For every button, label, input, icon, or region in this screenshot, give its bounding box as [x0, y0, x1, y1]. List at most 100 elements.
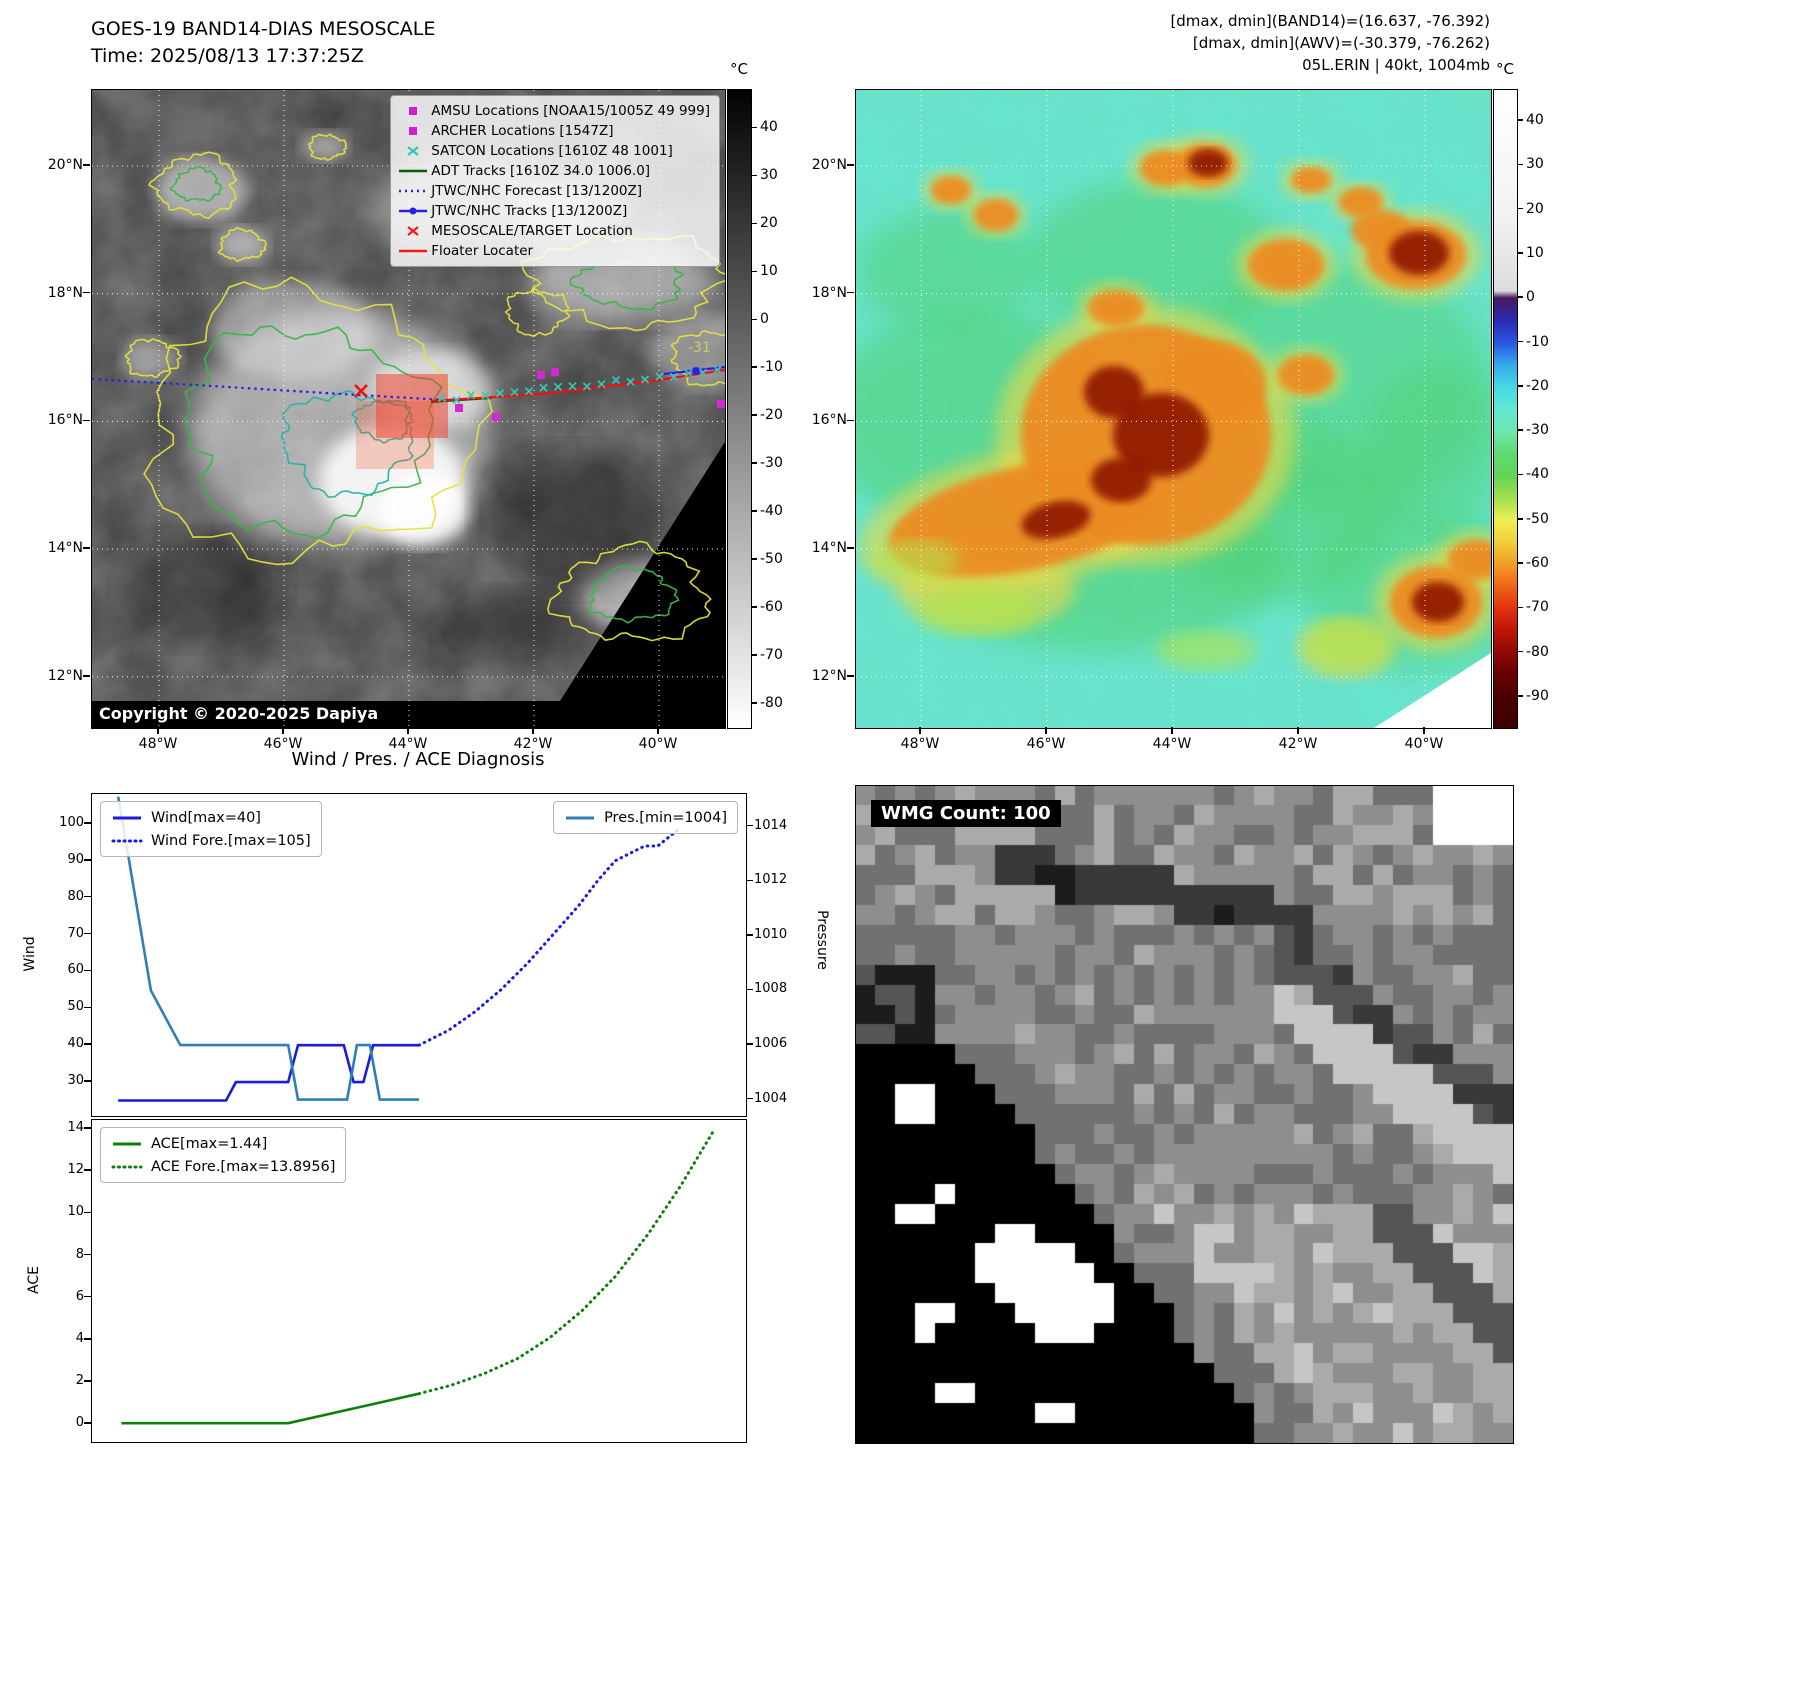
- y-tick-label: 30: [67, 1073, 84, 1089]
- track-overlays: [92, 365, 725, 469]
- legend-item: Floater Locater: [395, 241, 710, 261]
- legend-item: ADT Tracks [1610Z 34.0 1006.0]: [395, 161, 710, 181]
- colorbar-tick-label: -40: [1526, 466, 1549, 483]
- y-tick-label: 80: [67, 888, 84, 904]
- lat-tick-label: 16°N: [811, 412, 847, 429]
- ace-axis-label: ACE: [26, 1266, 42, 1294]
- tick-mark: [84, 932, 91, 935]
- y2-tick-label: 1008: [754, 981, 788, 997]
- chart-legend-item: Pres.[min=1004]: [564, 806, 727, 829]
- square-marker-icon: [409, 127, 418, 135]
- band14-legend: AMSU Locations [NOAA15/1005Z 49 999] ARCH…: [390, 95, 720, 267]
- colorbar-tick-label: -20: [1526, 377, 1549, 394]
- series-line: [121, 1392, 420, 1425]
- colorbar-tick-label: 10: [1526, 244, 1544, 261]
- tick-mark: [84, 1006, 91, 1009]
- lon-tick-label: 46°W: [1026, 736, 1066, 752]
- contour-value-annotation: -31: [688, 340, 711, 356]
- legend-item: JTWC/NHC Tracks [13/1200Z]: [395, 201, 710, 221]
- dmax-dmin-band14: [dmax, dmin](BAND14)=(16.637, -76.392): [1170, 12, 1490, 30]
- latlon-grid: [92, 90, 725, 728]
- tick-mark: [84, 969, 91, 972]
- chart-legend-item: Wind[max=40]: [111, 806, 311, 829]
- band14-header: GOES-19 BAND14-DIAS MESOSCALE Time: 2025…: [91, 16, 435, 70]
- pressure-legend: Pres.[min=1004]: [553, 801, 738, 834]
- series-line: [118, 1043, 419, 1102]
- colorbar-tick-label: -30: [1526, 422, 1549, 439]
- x-marker-icon: [407, 226, 419, 236]
- chart-legend-label: Wind[max=40]: [151, 809, 261, 826]
- dmax-dmin-awv: [dmax, dmin](AWV)=(-30.379, -76.262): [1192, 34, 1490, 52]
- tick-mark: [84, 859, 91, 861]
- y-tick-label: 70: [67, 925, 84, 941]
- legend-item: SATCON Locations [1610Z 48 1001]: [395, 141, 710, 161]
- wind-axis-label: Wind: [22, 936, 38, 972]
- awv-header: [dmax, dmin](BAND14)=(16.637, -76.392) […: [855, 10, 1490, 76]
- tick-mark: [84, 1211, 91, 1214]
- chart-legend-item: Wind Fore.[max=105]: [111, 829, 311, 852]
- y-tick-label: 60: [67, 962, 84, 978]
- tick-mark: [84, 1127, 91, 1129]
- y-tick-label: 50: [67, 999, 84, 1015]
- tick-mark: [83, 675, 90, 677]
- colorbar-tick-label: -50: [760, 551, 783, 568]
- tick-mark: [84, 1253, 91, 1256]
- y-tick-label: 12: [67, 1162, 84, 1178]
- lat-tick-label: 14°N: [811, 540, 847, 557]
- lat-tick-label: 20°N: [811, 157, 847, 173]
- tick-mark: [84, 1380, 91, 1382]
- storm-id-line: 05L.ERIN | 40kt, 1004mb: [1302, 56, 1490, 74]
- y-tick-label: 8: [75, 1246, 84, 1262]
- wmg-count-label: WMG Count: 100: [871, 800, 1061, 827]
- line-marker-icon: [399, 169, 428, 173]
- legend-item-label: AMSU Locations [NOAA15/1005Z 49 999]: [431, 103, 710, 119]
- enhanced-ir-map: [855, 89, 1492, 729]
- tick-mark: [746, 934, 753, 936]
- y2-tick-label: 1006: [754, 1036, 788, 1052]
- tick-mark: [84, 822, 91, 824]
- legend-item: MESOSCALE/TARGET Location: [395, 221, 710, 241]
- colorbar-tick-label: -10: [1526, 333, 1549, 350]
- wind-pressure-chart: Wind[max=40] Wind Fore.[max=105] Pres.[mi…: [91, 793, 747, 1117]
- line-marker-icon: [566, 816, 595, 819]
- tick-mark: [84, 1295, 91, 1298]
- dotted-line-marker-icon: [111, 1165, 143, 1168]
- legend-item: JTWC/NHC Forecast [13/1200Z]: [395, 181, 710, 201]
- tick-mark: [84, 1422, 91, 1424]
- line-marker-icon: [113, 1142, 141, 1145]
- lat-tick-label: 12°N: [811, 667, 847, 684]
- colorbar-tick-label: 0: [1526, 289, 1535, 306]
- ace-chart: ACE[max=1.44] ACE Fore.[max=13.8956]: [91, 1119, 747, 1443]
- colorbar-tick-label: -40: [760, 503, 783, 520]
- wmg-panel: WMG Count: 100: [855, 785, 1514, 1444]
- tick-mark: [847, 291, 854, 294]
- wmg-imagery: [856, 786, 1513, 1443]
- tick-mark: [746, 879, 753, 882]
- y-tick-label: 2: [75, 1372, 84, 1388]
- colorbar-tick-label: 0: [760, 311, 769, 328]
- lat-tick-label: 14°N: [47, 540, 83, 557]
- line-dot-marker-icon: [399, 207, 428, 215]
- enhanced-ir-imagery: [856, 90, 1491, 728]
- y2-tick-label: 1012: [754, 872, 788, 888]
- y-tick-label: 14: [67, 1120, 84, 1136]
- colorbar-tick-label: -30: [760, 455, 783, 472]
- diagnosis-title: Wind / Pres. / ACE Diagnosis: [291, 749, 545, 770]
- line-marker-icon: [399, 249, 428, 253]
- tick-mark: [847, 675, 854, 677]
- storm-core-field: [858, 135, 1491, 678]
- y2-tick-label: 1004: [754, 1090, 788, 1106]
- lon-tick-label: 44°W: [1152, 736, 1192, 752]
- tick-mark: [847, 164, 854, 166]
- chart-legend-label: Pres.[min=1004]: [604, 809, 727, 826]
- colorbar-tick-label: -50: [1526, 510, 1549, 527]
- ace-legend: ACE[max=1.44] ACE Fore.[max=13.8956]: [100, 1127, 347, 1183]
- tick-mark: [83, 547, 90, 549]
- ace-plot: [121, 1129, 715, 1425]
- legend-item-label: JTWC/NHC Forecast [13/1200Z]: [431, 183, 643, 199]
- chart-legend-label: ACE[max=1.44]: [151, 1135, 268, 1152]
- latlon-grid: [856, 90, 1491, 728]
- y2-tick-label: 1014: [754, 817, 788, 833]
- legend-item-label: MESOSCALE/TARGET Location: [431, 223, 633, 239]
- tick-mark: [84, 895, 91, 898]
